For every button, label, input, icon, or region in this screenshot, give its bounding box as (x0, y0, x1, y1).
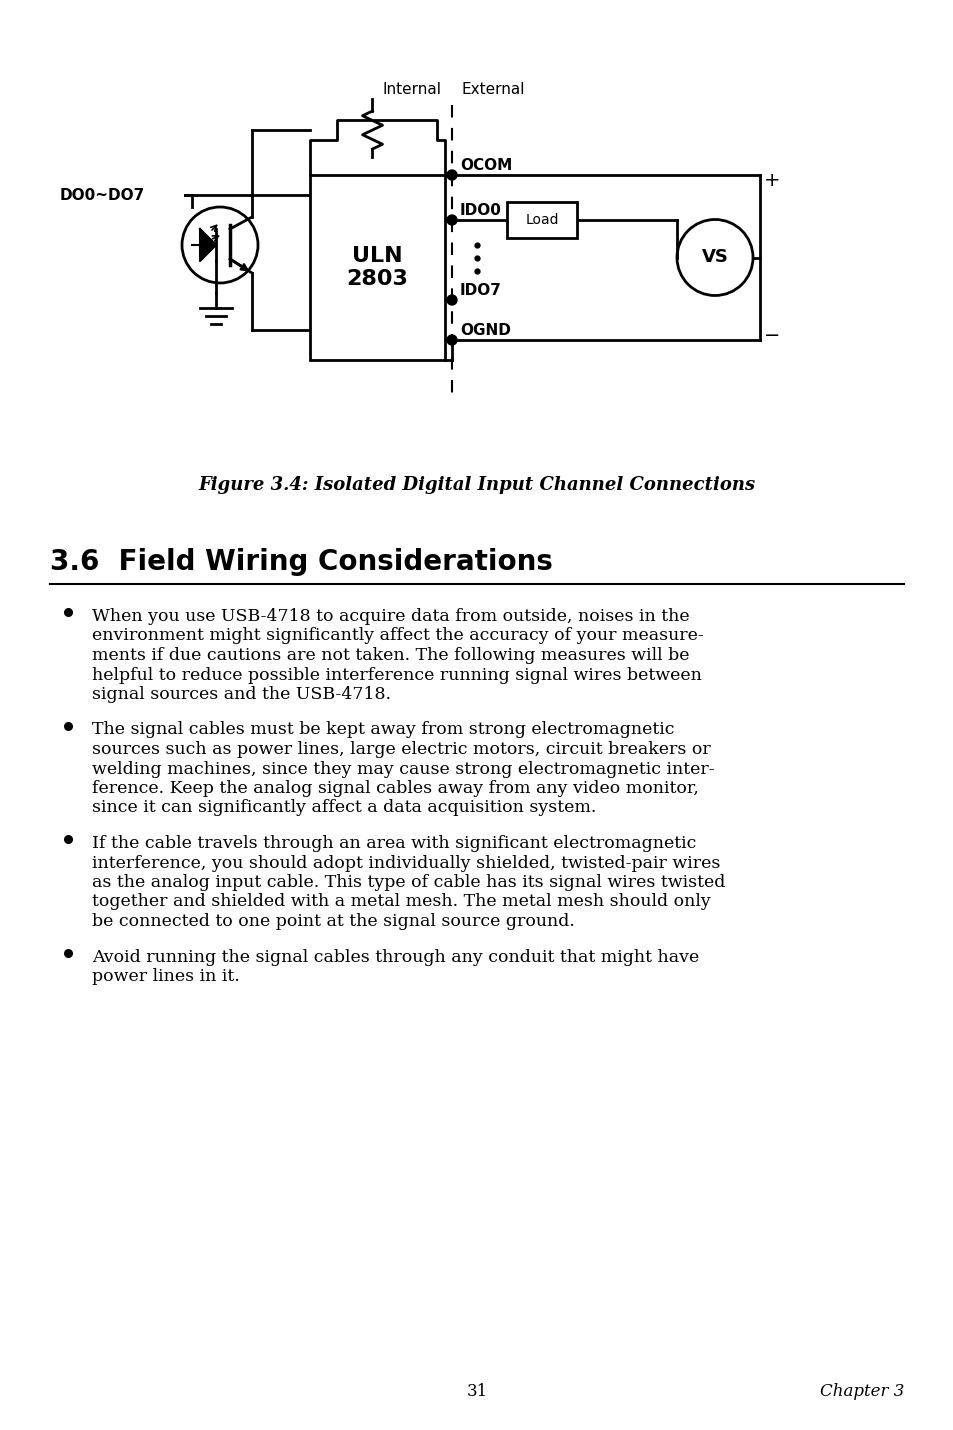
Text: ULN
2803: ULN 2803 (346, 246, 408, 289)
Text: The signal cables must be kept away from strong electromagnetic: The signal cables must be kept away from… (91, 722, 674, 738)
Text: interference, you should adopt individually shielded, twisted-pair wires: interference, you should adopt individua… (91, 855, 720, 871)
Text: IDO0: IDO0 (459, 203, 501, 217)
Text: Avoid running the signal cables through any conduit that might have: Avoid running the signal cables through … (91, 948, 699, 965)
Text: 31: 31 (466, 1383, 487, 1400)
Text: Internal: Internal (382, 83, 441, 97)
Circle shape (447, 170, 456, 180)
Text: +: + (763, 170, 780, 190)
Text: since it can significantly affect a data acquisition system.: since it can significantly affect a data… (91, 799, 596, 817)
Text: If the cable travels through an area with significant electromagnetic: If the cable travels through an area wit… (91, 835, 696, 852)
Text: Chapter 3: Chapter 3 (819, 1383, 903, 1400)
Circle shape (447, 295, 456, 305)
Text: Load: Load (525, 213, 558, 227)
Text: DO0~DO7: DO0~DO7 (60, 187, 145, 203)
Text: helpful to reduce possible interference running signal wires between: helpful to reduce possible interference … (91, 666, 701, 684)
Text: Figure 3.4: Isolated Digital Input Channel Connections: Figure 3.4: Isolated Digital Input Chann… (198, 476, 755, 493)
Text: environment might significantly affect the accuracy of your measure-: environment might significantly affect t… (91, 628, 703, 645)
Text: IDO7: IDO7 (459, 283, 501, 297)
Text: be connected to one point at the signal source ground.: be connected to one point at the signal … (91, 912, 575, 930)
Text: ference. Keep the analog signal cables away from any video monitor,: ference. Keep the analog signal cables a… (91, 779, 699, 797)
Text: power lines in it.: power lines in it. (91, 968, 239, 985)
Text: OGND: OGND (459, 323, 511, 337)
Text: together and shielded with a metal mesh. The metal mesh should only: together and shielded with a metal mesh.… (91, 894, 710, 911)
Text: When you use USB-4718 to acquire data from outside, noises in the: When you use USB-4718 to acquire data fr… (91, 608, 689, 625)
Text: welding machines, since they may cause strong electromagnetic inter-: welding machines, since they may cause s… (91, 761, 714, 778)
Circle shape (447, 214, 456, 225)
Text: VS: VS (700, 249, 728, 266)
Polygon shape (200, 229, 215, 262)
Text: 3.6  Field Wiring Considerations: 3.6 Field Wiring Considerations (50, 548, 553, 576)
Bar (506, 202, 577, 237)
Bar (310, 174, 444, 360)
Text: OCOM: OCOM (459, 157, 512, 173)
Text: sources such as power lines, large electric motors, circuit breakers or: sources such as power lines, large elect… (91, 741, 710, 758)
Text: ments if due cautions are not taken. The following measures will be: ments if due cautions are not taken. The… (91, 646, 689, 664)
Text: External: External (461, 83, 525, 97)
Text: as the analog input cable. This type of cable has its signal wires twisted: as the analog input cable. This type of … (91, 874, 724, 891)
Circle shape (447, 335, 456, 345)
Text: −: − (763, 326, 780, 345)
Text: signal sources and the USB-4718.: signal sources and the USB-4718. (91, 686, 391, 704)
